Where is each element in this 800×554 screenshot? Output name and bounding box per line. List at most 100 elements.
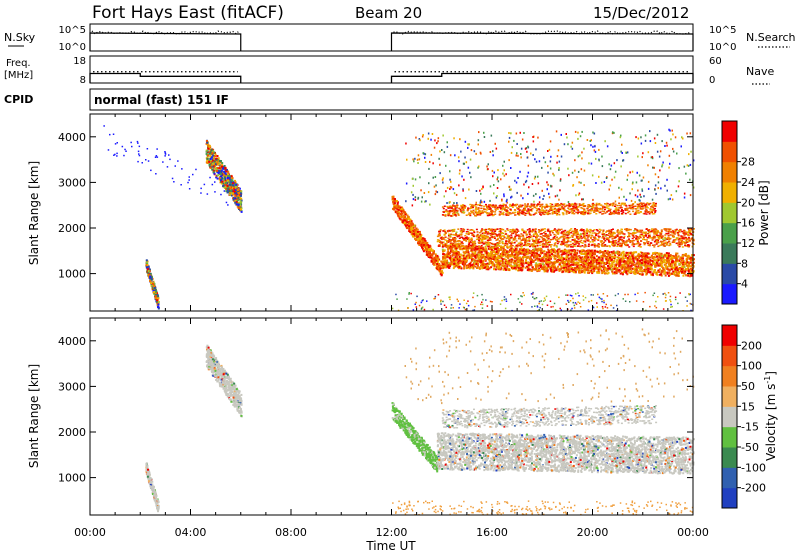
colorbar-swatch-3 bbox=[722, 426, 737, 448]
colorbar-tick-label-5: 24 bbox=[741, 176, 755, 189]
station-title: Fort Hays East (fitACF) bbox=[92, 3, 284, 23]
echo-upper-band bbox=[441, 202, 657, 217]
colorbar-swatch-6 bbox=[722, 161, 737, 183]
power-y-axis-label: Slant Range [km] bbox=[27, 161, 41, 265]
colorbar-tick-label-7: -200 bbox=[741, 482, 766, 495]
power-panel: 1000 2000 3000 4000 Slant Range [km] 4 8 12 16… bbox=[27, 113, 771, 312]
colorbar-frame bbox=[721, 120, 738, 305]
x-tick-label-2: 08:00 bbox=[275, 526, 307, 539]
colorbar-swatch-1 bbox=[722, 467, 737, 489]
freq-line-a bbox=[89, 72, 242, 83]
colorbar-swatch-6 bbox=[722, 365, 737, 387]
colorbar-tick-label-4: -15 bbox=[741, 421, 759, 434]
x-tick-label-0: 00:00 bbox=[74, 526, 106, 539]
freq-tick-top: 18 bbox=[73, 56, 86, 67]
colorbar-swatch-5 bbox=[722, 182, 737, 203]
noise-search-1 bbox=[393, 30, 691, 35]
colorbar-tick-label-1: 100 bbox=[741, 360, 762, 373]
echo-morning-band bbox=[205, 139, 243, 213]
x-tick-label-1: 04:00 bbox=[175, 526, 207, 539]
echo-scatter-high bbox=[405, 128, 695, 207]
colorbar-tick-label-5: -50 bbox=[741, 441, 759, 454]
power-colorbar-label: Power [dB] bbox=[757, 180, 771, 245]
noise-right-tick-bottom: 10^0 bbox=[709, 42, 736, 53]
vel-main-band bbox=[436, 432, 695, 475]
colorbar-tick-label-6: -100 bbox=[741, 461, 766, 474]
colorbar-swatch-5 bbox=[722, 386, 737, 407]
colorbar-tick-label-2: 50 bbox=[741, 380, 755, 393]
freq-line-b bbox=[390, 72, 694, 83]
velocity-colorbar-label: Velocity [m s-1] bbox=[763, 371, 778, 461]
colorbar-swatch-2 bbox=[722, 447, 737, 468]
y-tick-label-1: 2000 bbox=[58, 222, 86, 235]
frequency-lines bbox=[89, 71, 694, 83]
nave-tick-top: 60 bbox=[709, 56, 722, 67]
power-x-ticks bbox=[89, 114, 694, 311]
colorbar-swatch-1 bbox=[722, 263, 737, 285]
colorbar-swatch-0 bbox=[722, 283, 737, 305]
vel-ramp bbox=[391, 402, 439, 473]
x-tick-label-4: 16:00 bbox=[476, 526, 508, 539]
colorbar-swatch-2 bbox=[722, 243, 737, 264]
colorbar-tick-label-6: 28 bbox=[741, 156, 755, 169]
vel-morning-band bbox=[205, 344, 243, 418]
colorbar-swatch-8 bbox=[722, 325, 737, 346]
velocity-y-ticks: 1000 2000 3000 4000 bbox=[58, 335, 693, 485]
colorbar-swatch-0 bbox=[722, 487, 737, 509]
vel-upper-band bbox=[441, 405, 658, 429]
y-tick-label-0: 1000 bbox=[58, 268, 86, 281]
freq-label-line1: Freq. bbox=[6, 58, 31, 69]
noise-right-tick-top: 10^5 bbox=[709, 25, 736, 36]
noise-panel: N.Sky 10^5 10^0 10^5 10^0 N.Search bbox=[4, 23, 796, 53]
y-tick-label-3: 4000 bbox=[58, 131, 86, 144]
power-colorbar: 4 8 12 16 20 24 28 bbox=[721, 120, 755, 305]
colorbar-frame bbox=[721, 324, 738, 509]
x-tick-label-6: 00:00 bbox=[677, 526, 709, 539]
y-tick-label-2: 3000 bbox=[58, 176, 86, 189]
colorbar-tick-label-1: 8 bbox=[741, 257, 748, 270]
colorbar-tick-label-3: 15 bbox=[741, 400, 755, 413]
x-tick-label-5: 20:00 bbox=[577, 526, 609, 539]
y-tick-label-2: 3000 bbox=[58, 380, 86, 393]
echo-sparse-a bbox=[103, 125, 229, 206]
noise-left-label: N.Sky bbox=[4, 31, 36, 44]
colorbar-swatch-7 bbox=[722, 141, 737, 163]
echo-main-band bbox=[441, 244, 695, 278]
colorbar-swatch-4 bbox=[722, 406, 737, 428]
y-tick-label-3: 4000 bbox=[58, 335, 86, 348]
noise-segment-0 bbox=[89, 32, 242, 51]
noise-left-tick-top: 10^5 bbox=[59, 25, 86, 36]
y-tick-label-0: 1000 bbox=[58, 472, 86, 485]
cpid-text: normal (fast) 151 IF bbox=[94, 93, 229, 107]
velocity-data bbox=[145, 328, 695, 516]
colorbar-swatch-4 bbox=[722, 202, 737, 224]
echo-ground-low bbox=[391, 291, 694, 312]
x-axis-label: Time UT bbox=[365, 539, 416, 553]
noise-right-label: N.Search bbox=[746, 31, 796, 44]
velocity-x-ticks: 00:00 04:00 08:00 12:00 16:00 20:00 00:00 bbox=[74, 318, 709, 539]
noise-left-tick-bottom: 10^0 bbox=[59, 42, 86, 53]
power-data bbox=[103, 125, 695, 312]
colorbar-tick-label-4: 20 bbox=[741, 196, 755, 209]
colorbar-tick-label-0: 200 bbox=[741, 339, 762, 352]
cpid-label: CPID bbox=[4, 93, 33, 106]
colorbar-tick-label-0: 4 bbox=[741, 278, 748, 291]
date-title: 15/Dec/2012 bbox=[593, 4, 689, 22]
cpid-panel: CPID normal (fast) 151 IF bbox=[4, 88, 694, 111]
vel-ground-low bbox=[392, 500, 694, 516]
velocity-panel: 1000 2000 3000 4000 00:00 04:00 08:00 12:00 16:… bbox=[27, 317, 778, 553]
x-tick-label-3: 12:00 bbox=[376, 526, 408, 539]
velocity-y-axis-label: Slant Range [km] bbox=[27, 364, 41, 468]
colorbar-swatch-3 bbox=[722, 222, 737, 244]
colorbar-swatch-7 bbox=[722, 345, 737, 367]
frequency-panel: Freq. [MHz] 18 8 60 0 Nave bbox=[4, 55, 774, 86]
noise-segment-1 bbox=[390, 32, 694, 51]
noise-lines bbox=[89, 30, 694, 51]
y-tick-label-1: 2000 bbox=[58, 426, 86, 439]
echo-early-band bbox=[145, 259, 160, 310]
echo-mid-band bbox=[436, 228, 695, 248]
beam-title: Beam 20 bbox=[355, 4, 422, 22]
nave-label: Nave bbox=[746, 65, 774, 78]
freq-label-line2: [MHz] bbox=[4, 70, 33, 81]
vel-early-band bbox=[145, 462, 160, 513]
